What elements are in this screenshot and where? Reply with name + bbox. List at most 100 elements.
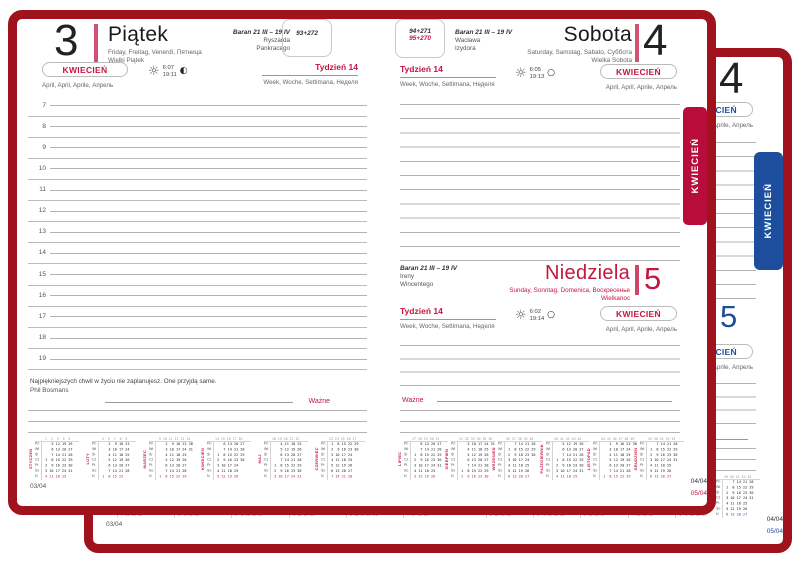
- mini-calendar: STYCZEŃ 1 2 3 4 5 Pn 5 12: [29, 437, 79, 483]
- day-numbers: 3 10 17 24 31: [155, 447, 194, 453]
- weekday-label: Śr: [206, 452, 211, 457]
- mini-calendar-row: Śr 7 14 21 28: [546, 452, 590, 459]
- mini-calendar-grid: 44 45 46 47 48 49 Pn 2 9 16 23 30: [592, 437, 637, 480]
- mini-calendar-row: Pn 6 13 20 27: [207, 442, 251, 448]
- day-numbers: 3 10 17 24 31: [457, 442, 495, 448]
- day-numbers: 7 14 21 28: [457, 463, 489, 469]
- mini-calendar-rows: Pn 2 9 16 23 30 Wt 3 10 17 24: [593, 442, 637, 480]
- day-numbers: 7 14 21 28: [41, 452, 73, 459]
- day-numbers: 4 11 18 25: [155, 452, 187, 459]
- weekday-label: Wt: [320, 447, 326, 451]
- day-numbers: 6 13 20 27: [457, 458, 489, 464]
- weekday-label: Cz: [545, 458, 550, 462]
- day-numbers: 2 9 16 23: [98, 442, 130, 448]
- week-label: Tydzień 14: [400, 64, 496, 78]
- mini-calendar-row: Cz 2 9 16 23 30: [207, 458, 251, 464]
- hour-label: 16: [38, 291, 46, 299]
- day-numbers: 1 8 15 22 29: [504, 447, 536, 453]
- day-title-block: Niedziela Sunday, Sonntag, Domenica, Вос…: [509, 262, 630, 302]
- day-numbers: 4 11 18 25: [410, 468, 436, 475]
- mini-calendar-row: Pt 4 11 18 25: [498, 463, 542, 469]
- mini-calendar-row: Wt 1 8 15 22 29: [498, 447, 542, 453]
- hour-line: [50, 358, 367, 360]
- day-numbers: 5 12 19 26: [41, 442, 73, 448]
- mini-calendar-row: Cz 7 14 21 28: [264, 458, 308, 464]
- nameday: Ryszarda: [263, 37, 290, 44]
- holiday-label: Wielka Sobota: [591, 56, 632, 64]
- mini-calendar-row: Pn 4 11 18 25: [264, 442, 308, 448]
- weekday-label: Śr: [639, 452, 644, 457]
- weekday-label: Pt: [263, 463, 268, 468]
- day-numbers: 7 14 21 28: [504, 442, 536, 448]
- month-tab-red[interactable]: KWIECIEŃ: [683, 107, 707, 225]
- hour-label: 13: [38, 228, 46, 236]
- sunrise-time: 6:07: [162, 65, 174, 71]
- mini-calendar-row: N 6 13 20 27: [716, 512, 760, 518]
- day-number: 5: [644, 261, 662, 296]
- weekday-label: Cz: [149, 458, 154, 462]
- mini-calendar-grid: 14 15 16 17 18 Pn 6 13 20 27: [206, 437, 251, 480]
- mini-calendar-grid: 31 32 33 34 35 36 Pn 3 10 17 24 31: [451, 437, 496, 480]
- mini-calendar-body: SIERPIEŃ 31 32 33 34 35 36 Pn 3: [445, 437, 496, 481]
- day-numbers: 3 10 17 24 31: [646, 458, 678, 464]
- hour-label: 12: [38, 207, 46, 215]
- mini-calendar-grid: 49 50 51 52 53 Pn 7 14 21 28: [639, 437, 684, 480]
- month-tab-blue[interactable]: KWIECIEŃ: [754, 152, 783, 270]
- mini-calendar-row: Pt 1 8 15 22 29: [263, 463, 308, 469]
- nameday: Ireny: [400, 273, 414, 280]
- page-saturday-sunday: 94+271 95+270 Baran 21 III – 19 IV Wacła…: [395, 19, 707, 506]
- weekday-label: N: [592, 474, 596, 478]
- day-numbers: 7 14 21 28: [270, 458, 302, 464]
- hour-row: 10: [28, 165, 367, 189]
- hour-row: 17: [28, 313, 367, 337]
- day-of-year: 93+272: [296, 30, 318, 37]
- day-numbers: 1 8 15 22 29: [599, 474, 631, 480]
- hour-label: 9: [42, 143, 46, 151]
- day-numbers: 2 9 16 23 30: [646, 452, 678, 459]
- day-of-year-box: 93+272: [282, 19, 332, 57]
- mini-calendar-row: Cz 2 9 16 23 30: [404, 458, 448, 464]
- mini-calendar-row: Wt 5 12 19 26: [264, 447, 308, 453]
- weekday-label: Cz: [320, 458, 326, 462]
- mini-calendar-row: So 7 14 21 28: [593, 468, 637, 475]
- weekday-label: Wt: [451, 447, 456, 451]
- weekday-label: Pt: [92, 463, 96, 468]
- mini-calendar: SIERPIEŃ 31 32 33 34 35 36 Pn 3: [445, 437, 496, 483]
- weekday-label: Pt: [545, 463, 549, 468]
- mini-calendar: CZERWIEC 23 24 25 26 27 Pn 1 8 15: [314, 437, 365, 483]
- hour-line: [50, 316, 367, 318]
- mini-calendar-row: So 1 8 15 22 29: [451, 468, 495, 475]
- mini-calendar-row: So 5 12 19 26: [498, 468, 542, 475]
- mini-calendar-row: Cz 1 8 15 22 29: [35, 458, 79, 464]
- day-numbers: 6 13 20 27: [98, 463, 130, 469]
- day-numbers: 6 13 20 27: [552, 447, 584, 453]
- mini-calendar-row: Pn 2 9 16 23 30: [149, 442, 193, 448]
- sunrise-time: 6:05: [529, 67, 541, 73]
- weekday-label: Pt: [639, 463, 644, 468]
- month-label: KWIECIEŃ: [616, 66, 661, 77]
- day-numbers: 5 12 19 26: [155, 458, 187, 464]
- day-numbers: 2 9 16 23 30: [410, 458, 442, 464]
- day-numbers: 4 11 18 25: [504, 463, 530, 469]
- week-label: Tydzień 14: [400, 306, 496, 320]
- hour-label: 7: [42, 101, 46, 109]
- weekday-label: Pn: [92, 442, 97, 446]
- mini-calendar-row: So 4 11 18 25: [404, 468, 448, 475]
- mini-calendar-row: Śr 1 8 15 22 29: [206, 452, 251, 459]
- mini-calendar-body: WRZESIEŃ 36 37 38 39 40 Pn 7 14: [492, 437, 543, 481]
- mini-calendar-body: LIPIEC 27 28 29 30 31 Pn 6 13 2: [398, 437, 448, 481]
- week-translations: Week, Woche, Settimana, Неделя: [400, 323, 495, 330]
- day-numbers: 3 10 17 24 31: [722, 496, 754, 502]
- day-accent-bar: [635, 265, 639, 295]
- weekday-label: Pt: [451, 463, 455, 468]
- mini-calendar-row: Wt 7 14 21 28: [404, 447, 448, 453]
- month-label: KWIECIEŃ: [616, 308, 661, 319]
- half-hour-line: [28, 369, 367, 371]
- zodiac-sign: Baran 21 III – 19 IV: [400, 265, 458, 272]
- day-accent-bar: [635, 24, 639, 62]
- day-numbers: 1 8 15 22 29: [646, 447, 678, 453]
- week-numbers: 36 37 38 39 40: [498, 437, 543, 442]
- hour-label: 18: [38, 334, 46, 342]
- day-numbers: 1 8 15 22 29: [722, 485, 754, 491]
- mini-calendar-rows: Pn 1 8 15 22 29 Wt 2 9 16 23 30: [321, 442, 365, 480]
